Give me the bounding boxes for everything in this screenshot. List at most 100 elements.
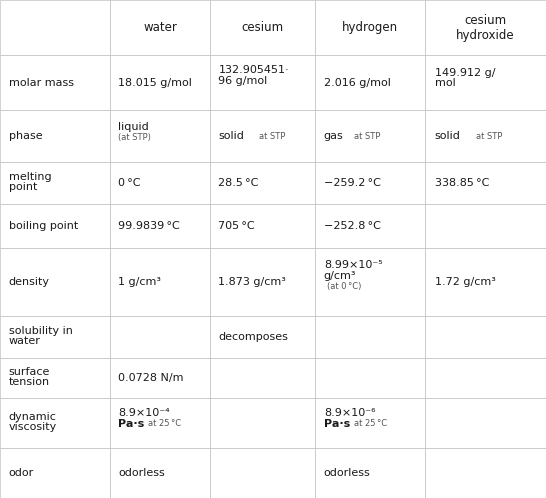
Text: melting: melting (9, 171, 51, 182)
Bar (315, 0, 425, 55)
Bar (315, 162, 425, 204)
Text: point: point (9, 182, 37, 193)
Text: Pa·s: Pa·s (118, 419, 144, 429)
Bar (425, 204, 546, 248)
Bar (425, 55, 546, 110)
Bar (315, 248, 425, 316)
Text: at 25 °C: at 25 °C (148, 419, 181, 428)
Text: surface: surface (9, 367, 50, 376)
Bar (315, 316, 425, 358)
Bar (0, 316, 110, 358)
Bar (210, 204, 315, 248)
Bar (425, 448, 546, 498)
Text: g/cm³: g/cm³ (324, 270, 357, 280)
Bar (110, 110, 210, 162)
Text: 99.9839 °C: 99.9839 °C (118, 221, 180, 231)
Bar (425, 162, 546, 204)
Bar (0, 248, 110, 316)
Bar (425, 248, 546, 316)
Bar (0, 162, 110, 204)
Bar (0, 448, 110, 498)
Bar (425, 358, 546, 398)
Text: at 25 °C: at 25 °C (354, 419, 387, 428)
Text: odorless: odorless (324, 468, 371, 478)
Bar (210, 248, 315, 316)
Bar (315, 448, 425, 498)
Text: 8.9×10⁻⁶: 8.9×10⁻⁶ (324, 408, 375, 418)
Text: cesium: cesium (241, 21, 283, 34)
Text: liquid: liquid (118, 122, 149, 132)
Text: 0.0728 N/m: 0.0728 N/m (118, 373, 183, 383)
Text: gas: gas (324, 131, 343, 141)
Bar (210, 398, 315, 448)
Text: 8.9×10⁻⁴: 8.9×10⁻⁴ (118, 408, 170, 418)
Text: viscosity: viscosity (9, 422, 57, 432)
Bar (110, 358, 210, 398)
Bar (425, 110, 546, 162)
Bar (425, 398, 546, 448)
Bar (110, 398, 210, 448)
Text: hydrogen: hydrogen (342, 21, 398, 34)
Text: 1.873 g/cm³: 1.873 g/cm³ (218, 277, 286, 287)
Text: density: density (9, 277, 50, 287)
Bar (110, 162, 210, 204)
Bar (315, 55, 425, 110)
Bar (0, 204, 110, 248)
Text: Pa·s: Pa·s (324, 419, 350, 429)
Text: 1 g/cm³: 1 g/cm³ (118, 277, 161, 287)
Text: 132.905451·: 132.905451· (218, 65, 289, 75)
Text: odorless: odorless (118, 468, 165, 478)
Bar (0, 0, 110, 55)
Text: boiling point: boiling point (9, 221, 78, 231)
Bar (110, 55, 210, 110)
Text: water: water (9, 337, 40, 347)
Text: tension: tension (9, 377, 50, 387)
Bar (0, 358, 110, 398)
Text: phase: phase (9, 131, 43, 141)
Text: dynamic: dynamic (9, 411, 57, 421)
Bar (110, 248, 210, 316)
Bar (210, 0, 315, 55)
Bar (0, 55, 110, 110)
Text: decomposes: decomposes (218, 332, 288, 342)
Text: 338.85 °C: 338.85 °C (435, 178, 489, 188)
Text: mol: mol (435, 79, 455, 89)
Bar (210, 110, 315, 162)
Text: at STP: at STP (476, 131, 502, 140)
Bar (210, 358, 315, 398)
Text: at STP: at STP (354, 131, 380, 140)
Bar (315, 398, 425, 448)
Text: 705 °C: 705 °C (218, 221, 255, 231)
Text: 1.72 g/cm³: 1.72 g/cm³ (435, 277, 496, 287)
Text: 2.016 g/mol: 2.016 g/mol (324, 78, 391, 88)
Bar (110, 204, 210, 248)
Text: 28.5 °C: 28.5 °C (218, 178, 259, 188)
Text: 0 °C: 0 °C (118, 178, 140, 188)
Text: 8.99×10⁻⁵: 8.99×10⁻⁵ (324, 259, 382, 269)
Text: solubility in: solubility in (9, 326, 73, 336)
Bar (210, 55, 315, 110)
Bar (210, 316, 315, 358)
Bar (425, 316, 546, 358)
Text: −259.2 °C: −259.2 °C (324, 178, 381, 188)
Text: cesium
hydroxide: cesium hydroxide (456, 13, 515, 41)
Bar (110, 0, 210, 55)
Bar (210, 448, 315, 498)
Text: 96 g/mol: 96 g/mol (218, 76, 268, 86)
Text: 18.015 g/mol: 18.015 g/mol (118, 78, 192, 88)
Bar (315, 110, 425, 162)
Bar (315, 358, 425, 398)
Text: water: water (143, 21, 177, 34)
Text: molar mass: molar mass (9, 78, 74, 88)
Text: solid: solid (435, 131, 461, 141)
Bar (110, 448, 210, 498)
Bar (425, 0, 546, 55)
Text: (at STP): (at STP) (118, 133, 151, 142)
Text: 149.912 g/: 149.912 g/ (435, 68, 495, 78)
Bar (110, 316, 210, 358)
Text: at STP: at STP (259, 131, 286, 140)
Bar (315, 204, 425, 248)
Text: solid: solid (218, 131, 244, 141)
Text: odor: odor (9, 468, 34, 478)
Text: (at 0 °C): (at 0 °C) (327, 282, 361, 291)
